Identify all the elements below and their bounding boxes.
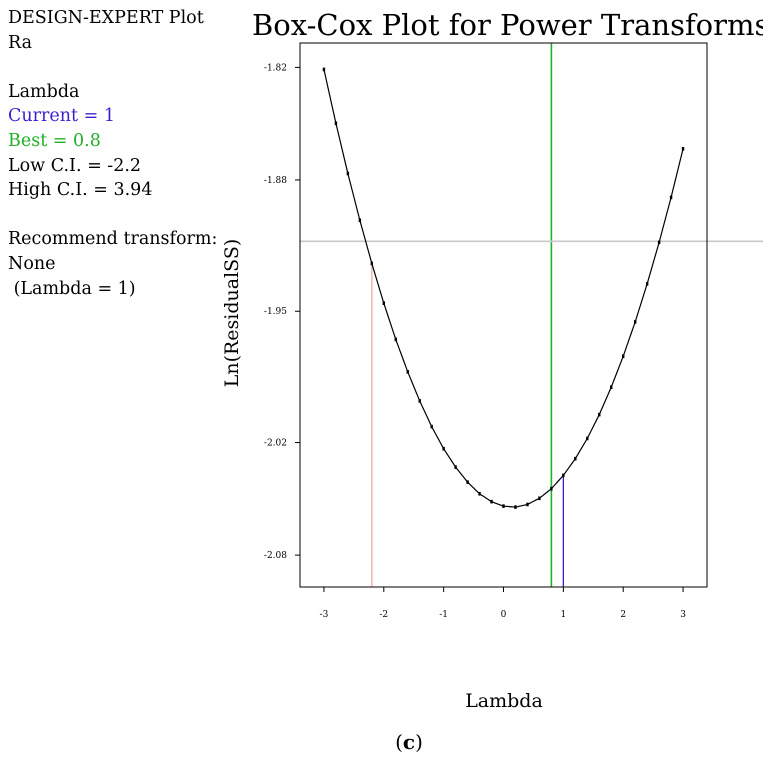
chart-title: Box-Cox Plot for Power Transforms	[252, 8, 763, 42]
y-tick-label: -1.88	[264, 176, 287, 186]
data-point	[322, 67, 326, 72]
caption-letter: c	[402, 730, 416, 754]
data-point	[657, 240, 661, 245]
data-point	[562, 473, 565, 478]
data-point	[622, 354, 625, 359]
y-tick-label: -2.08	[264, 551, 287, 561]
data-point	[442, 446, 445, 451]
data-point	[669, 195, 673, 200]
info-line-lambda: Lambda	[8, 81, 80, 102]
data-point	[430, 424, 433, 429]
info-line-lambda-value: (Lambda = 1)	[8, 278, 136, 299]
y-tick-label: -1.82	[264, 63, 287, 73]
x-tick-label: 3	[680, 610, 686, 620]
data-point	[370, 261, 374, 266]
data-point	[526, 502, 529, 507]
lnrss-curve	[323, 69, 684, 508]
data-point	[334, 121, 338, 126]
info-line-response: Ra	[8, 32, 33, 53]
caption-close: )	[415, 730, 423, 754]
y-tick-label: -2.02	[264, 439, 287, 449]
data-point	[490, 499, 493, 504]
data-point	[610, 385, 613, 390]
info-line-current: Current = 1	[8, 106, 115, 127]
y-axis-label: Ln(ResidualSS)	[221, 238, 243, 388]
x-axis-label: Lambda	[465, 690, 543, 712]
info-line-transform: None	[8, 253, 56, 274]
data-point	[454, 465, 457, 469]
caption-open: (	[395, 730, 403, 754]
figure-caption: (c)	[395, 730, 423, 754]
info-line-low-ci: Low C.I. = -2.2	[8, 155, 142, 176]
info-line-recommend: Recommend transform:	[8, 229, 218, 250]
data-point	[598, 412, 601, 417]
data-point	[382, 301, 385, 305]
data-point	[346, 171, 350, 176]
data-point	[645, 282, 649, 286]
x-tick-label: -2	[379, 610, 388, 620]
data-point	[418, 399, 421, 403]
data-point	[538, 496, 541, 501]
data-point	[394, 337, 397, 342]
info-line-title: DESIGN-EXPERT Plot	[8, 8, 204, 28]
data-point	[574, 456, 577, 461]
data-point	[358, 218, 362, 223]
info-panel: DESIGN-EXPERT Plot Ra Lambda Current = 1…	[8, 6, 217, 301]
info-line-high-ci: High C.I. = 3.94	[8, 180, 153, 201]
x-tick-label: 0	[501, 610, 507, 620]
data-point	[681, 146, 685, 151]
data-point	[502, 504, 505, 508]
x-tick-label: -1	[439, 610, 448, 620]
x-tick-label: 1	[560, 610, 566, 620]
data-point	[633, 320, 637, 324]
data-point	[466, 480, 469, 484]
data-point	[478, 491, 481, 496]
data-point	[550, 486, 553, 491]
y-tick-label: -1.95	[264, 307, 287, 317]
data-point	[514, 505, 517, 509]
x-tick-label: -3	[320, 610, 329, 620]
data-point	[406, 370, 409, 374]
info-line-best: Best = 0.8	[8, 130, 101, 151]
x-tick-label: 2	[620, 610, 626, 620]
data-point	[586, 436, 589, 441]
